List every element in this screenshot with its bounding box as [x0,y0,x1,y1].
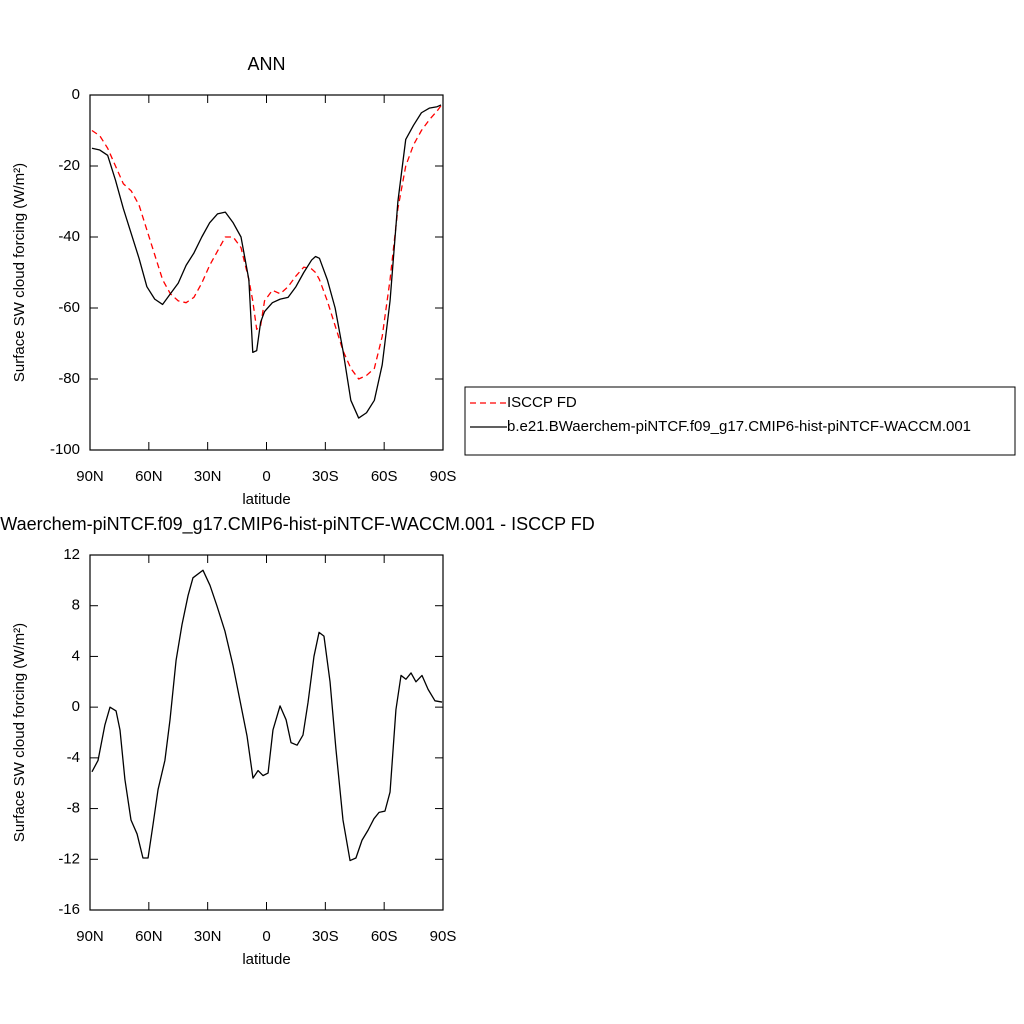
x-tick-label: 60N [135,928,163,945]
chart-title: ANN [247,54,285,74]
x-axis-label: latitude [242,951,290,968]
legend-label: ISCCP FD [507,394,577,411]
y-tick-label: -40 [58,228,80,245]
series-line [91,569,443,862]
x-tick-label: 90S [430,468,457,485]
series-line [91,105,442,380]
x-axis-label: latitude [242,491,290,508]
legend-box [464,386,1016,456]
x-tick-label: 60S [371,928,398,945]
y-tick-label: -16 [58,901,80,918]
x-tick-label: 60S [371,468,398,485]
x-tick-label: 90N [76,468,104,485]
x-tick-label: 0 [262,928,270,945]
y-tick-label: -80 [58,370,80,387]
x-tick-label: 30N [194,468,222,485]
y-tick-label: -4 [67,749,80,766]
x-tick-label: 30S [312,928,339,945]
x-tick-label: 0 [262,468,270,485]
plot-frame [89,554,444,911]
x-tick-label: 90S [430,928,457,945]
y-axis-label: Surface SW cloud forcing (W/m²) [11,163,28,382]
y-tick-label: -8 [67,800,80,817]
plot-frame [89,94,444,451]
x-tick-label: 30S [312,468,339,485]
y-axis-label: Surface SW cloud forcing (W/m²) [11,623,28,842]
series-line [91,104,442,419]
x-tick-label: 90N [76,928,104,945]
x-tick-label: 30N [194,928,222,945]
x-tick-label: 60N [135,468,163,485]
y-tick-label: 4 [72,647,80,664]
y-tick-label: -100 [50,441,80,458]
y-tick-label: 8 [72,597,80,614]
y-tick-label: -12 [58,850,80,867]
y-tick-label: 12 [63,546,80,563]
y-tick-label: -20 [58,157,80,174]
y-tick-label: 0 [72,698,80,715]
legend-label: b.e21.BWaerchem-piNTCF.f09_g17.CMIP6-his… [507,418,971,435]
y-tick-label: -60 [58,299,80,316]
chart-title: b.e21.BWaerchem-piNTCF.f09_g17.CMIP6-his… [0,514,595,535]
y-tick-label: 0 [72,86,80,103]
